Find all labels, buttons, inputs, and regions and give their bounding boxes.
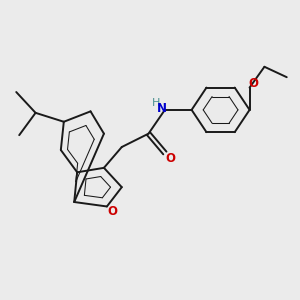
- Text: N: N: [157, 102, 167, 115]
- Text: O: O: [248, 76, 258, 90]
- Text: H: H: [152, 98, 161, 108]
- Text: O: O: [165, 152, 175, 165]
- Text: O: O: [108, 205, 118, 218]
